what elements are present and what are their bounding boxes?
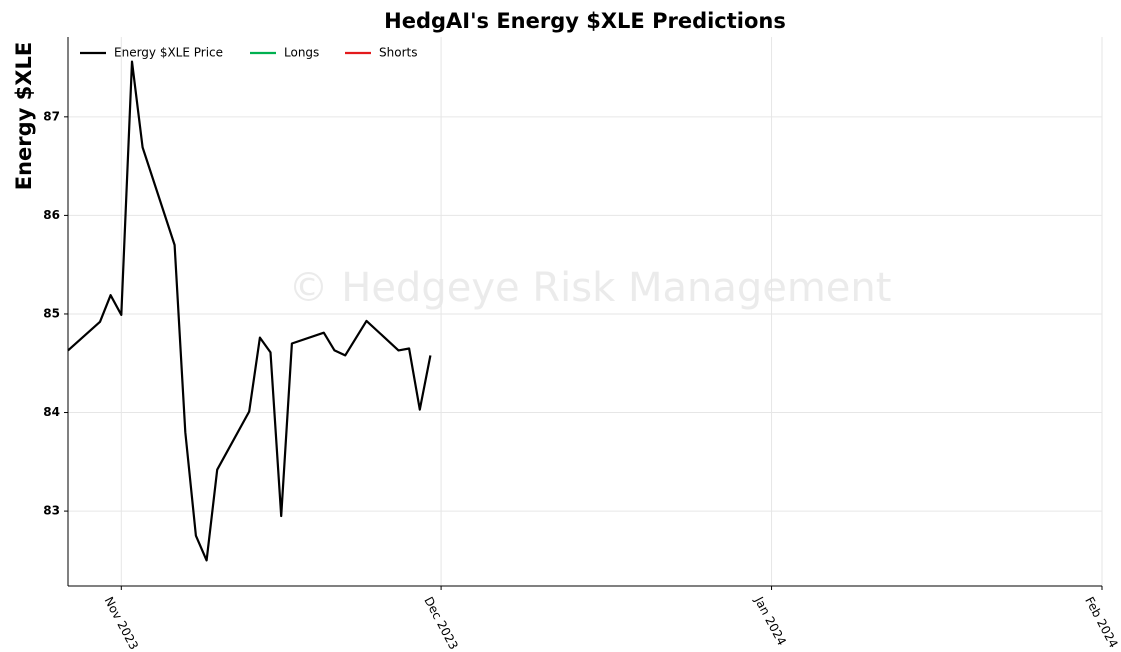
x-tick-label: Dec 2023 bbox=[421, 594, 460, 651]
legend-label: Longs bbox=[284, 46, 319, 60]
watermark: © Hedgeye Risk Management bbox=[289, 265, 892, 311]
x-tick-label: Feb 2024 bbox=[1082, 594, 1120, 650]
chart-title: HedgAI's Energy $XLE Predictions bbox=[384, 9, 786, 33]
x-tick-label: Nov 2023 bbox=[102, 594, 141, 652]
y-tick-label: 86 bbox=[43, 208, 60, 222]
y-tick-label: 87 bbox=[43, 109, 60, 123]
y-axis-label: Energy $XLE bbox=[12, 42, 36, 190]
legend-label: Shorts bbox=[379, 46, 417, 60]
y-tick-label: 83 bbox=[43, 504, 60, 518]
y-tick-label: 85 bbox=[43, 306, 60, 320]
price-line bbox=[67, 60, 432, 562]
x-tick-label: Jan 2024 bbox=[751, 594, 789, 648]
y-tick-label: 84 bbox=[43, 405, 60, 419]
legend-label: Energy $XLE Price bbox=[114, 46, 223, 60]
